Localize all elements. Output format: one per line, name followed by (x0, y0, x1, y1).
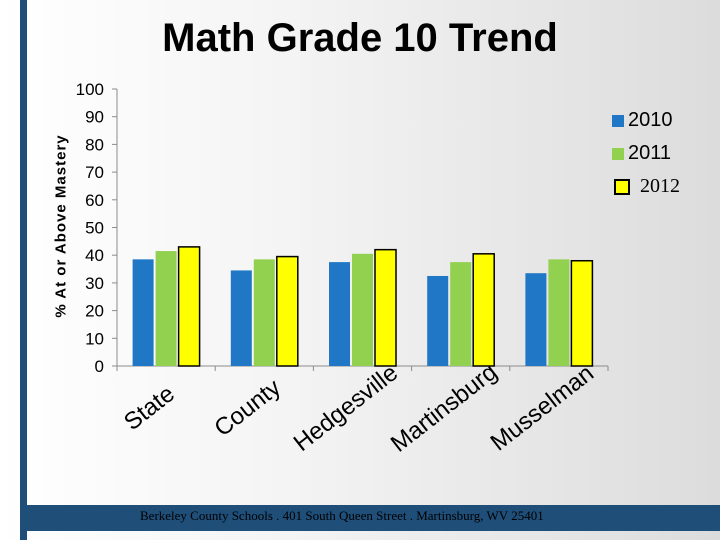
bar-2010-state (132, 259, 154, 366)
y-tick-label: 40 (85, 246, 104, 265)
x-category-label: County (209, 374, 286, 442)
bar-2012-musselman (570, 259, 594, 367)
bar-2011-hedgesville (352, 253, 373, 366)
bar-2011-musselman (548, 259, 570, 366)
bar-2010-county (230, 270, 252, 366)
footer-address: Berkeley County Schools . 401 South Quee… (140, 508, 544, 523)
bar-2010-martinsburg (427, 275, 449, 366)
legend-swatch-2011 (612, 147, 624, 160)
legend-swatch-2010 (612, 114, 624, 127)
x-category-label: Musselman (486, 360, 599, 457)
y-tick-label: 50 (85, 219, 104, 238)
legend-label-2010: 2010 (628, 109, 673, 131)
y-tick-label: 100 (76, 80, 104, 99)
y-tick-label: 70 (85, 163, 104, 182)
chart-legend: 2010 2011 2012 (612, 104, 680, 203)
y-tick-label: 90 (85, 108, 104, 127)
y-tick-label: 10 (85, 329, 104, 348)
y-tick-label: 20 (85, 302, 104, 321)
bar-2011-county (253, 259, 275, 366)
bar-2010-musselman (525, 273, 547, 366)
bar-2012-state (177, 246, 201, 367)
y-tick-label: 0 (95, 357, 104, 376)
bar-2012-county (276, 255, 299, 367)
x-category-label: State (119, 380, 180, 436)
bar-2012-hedgesville (374, 248, 397, 367)
bar-2011-martinsburg (450, 262, 472, 366)
bar-2012-martinsburg (472, 253, 495, 367)
left-accent-rule (20, 0, 27, 540)
bar-2011-state (155, 251, 177, 366)
legend-item-2012: 2012 (612, 170, 680, 203)
legend-label-2011: 2011 (628, 142, 672, 164)
x-category-label: Martinsburg (386, 358, 502, 457)
x-category-label: Hedgesville (289, 359, 403, 457)
legend-label-2012: 2012 (640, 175, 680, 197)
legend-item-2011: 2011 (612, 137, 680, 170)
legend-item-2010: 2010 (612, 104, 680, 137)
y-tick-label: 30 (85, 274, 104, 293)
y-tick-label: 60 (85, 191, 104, 210)
footer-bar (27, 505, 720, 531)
y-tick-label: 80 (85, 135, 104, 154)
bar-2010-hedgesville (329, 262, 350, 366)
legend-swatch-2012 (614, 178, 630, 195)
chart-title: Math Grade 10 Trend (162, 16, 558, 60)
